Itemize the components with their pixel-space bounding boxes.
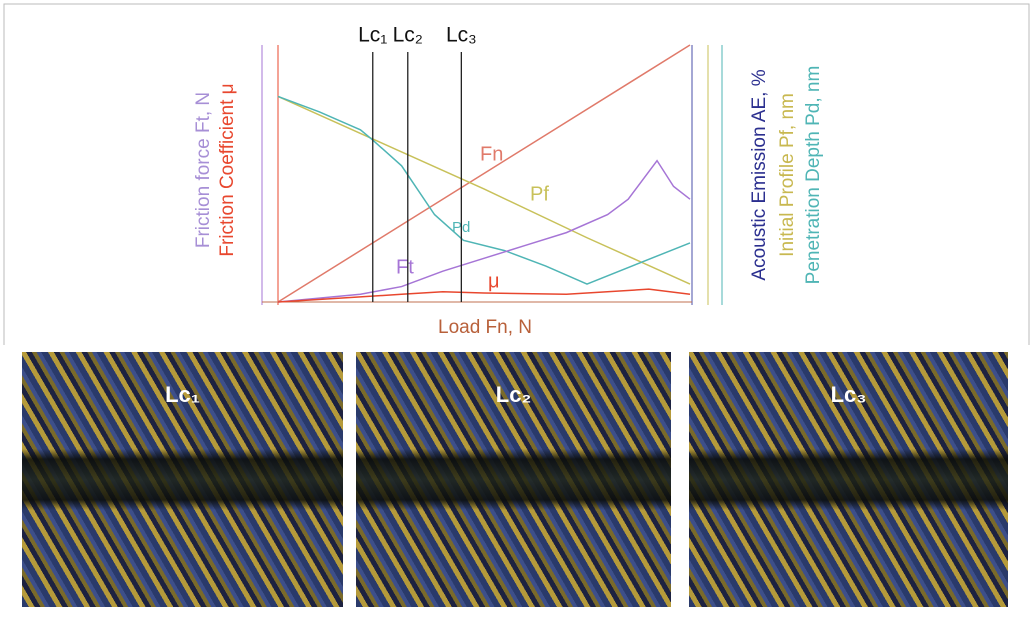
micrograph: Lc₁ — [22, 352, 343, 607]
series-label: Fn — [480, 143, 503, 165]
x-label: Load Fn, N — [438, 317, 532, 338]
critical-load-label: Lc₁ — [358, 24, 387, 47]
series-line — [277, 95, 691, 285]
series-line — [277, 288, 691, 303]
series-label: μ — [488, 270, 500, 292]
micrograph: Lc₂ — [356, 352, 671, 607]
y-label-ft: Friction force Ft, N — [193, 92, 214, 248]
chart: Load Fn, N Friction force Ft, N Friction… — [3, 3, 1030, 345]
y-label-pf: Initial Profile Pf, nm — [777, 93, 798, 257]
series-line — [277, 44, 691, 303]
y-label-pd: Penetration Depth Pd, nm — [803, 66, 824, 285]
micrograph-label: Lc₂ — [495, 382, 532, 407]
series-line — [277, 159, 691, 303]
critical-load-label: Lc₃ — [446, 24, 477, 47]
critical-load-label: Lc₂ — [393, 24, 423, 47]
micrograph-label: Lc₃ — [830, 382, 867, 407]
micrograph: Lc₃ — [689, 352, 1008, 607]
y-label-mu: Friction Coefficient μ — [217, 83, 238, 256]
series-line — [277, 95, 691, 285]
frame — [3, 3, 1030, 345]
y-label-ae: Acoustic Emission AE, % — [749, 69, 770, 280]
series-label: Pf — [530, 183, 549, 205]
micrograph-label: Lc₁ — [165, 382, 200, 407]
series-label: Ft — [396, 256, 414, 278]
